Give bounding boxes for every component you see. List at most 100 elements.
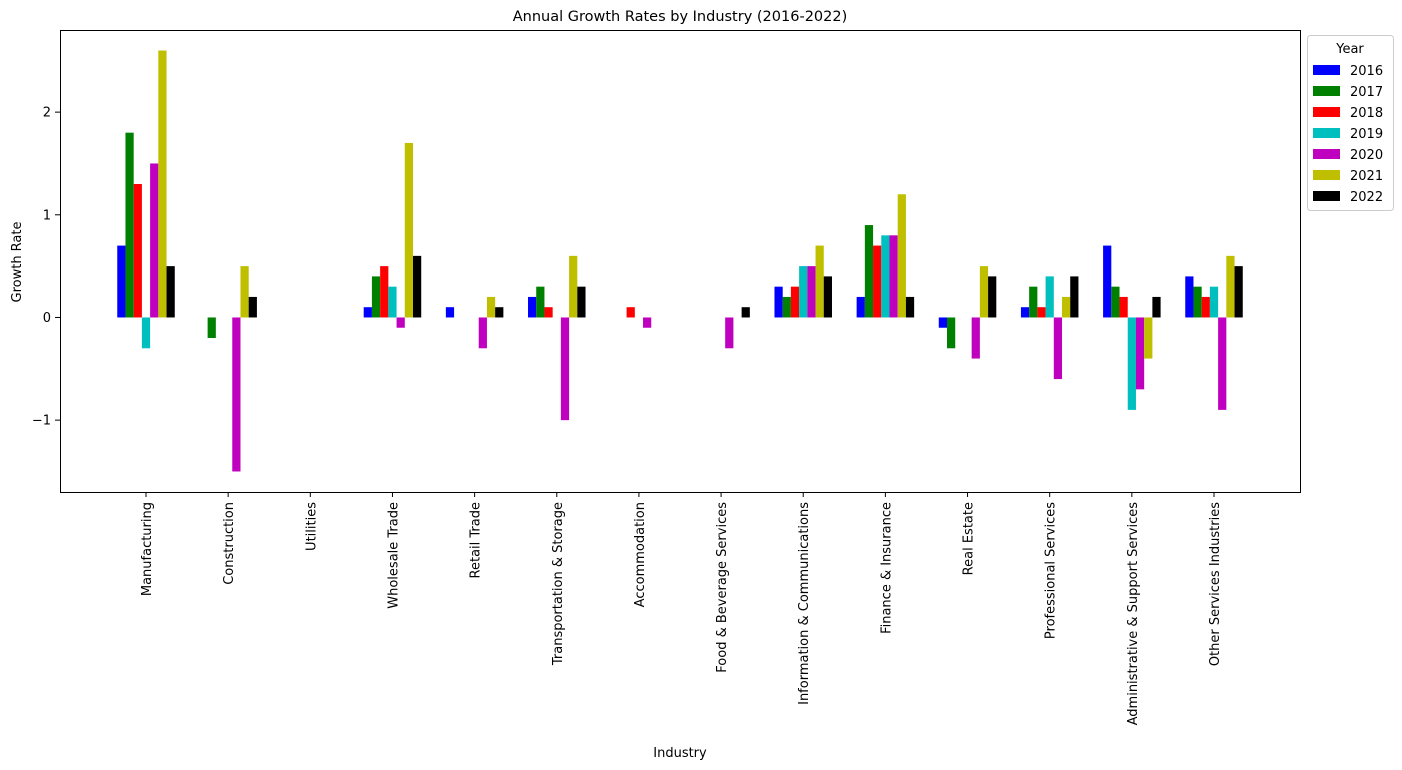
bars-group [117, 50, 1243, 472]
bar-2018-8 [790, 286, 800, 318]
bar-2016-3 [363, 307, 372, 318]
bar-2017-8 [782, 296, 791, 318]
y-tick-label: 0 [43, 311, 51, 326]
bar-2017-11 [1029, 286, 1038, 318]
bar-2016-8 [774, 286, 783, 318]
bar-2021-13 [1226, 255, 1235, 318]
bar-2017-10 [947, 317, 956, 349]
plot-frame [60, 30, 1301, 493]
bar-2021-1 [240, 266, 249, 318]
bar-2017-1 [207, 317, 216, 338]
bar-2022-0 [166, 266, 175, 318]
legend-swatch-2021 [1313, 170, 1340, 180]
y-tick-label: 2 [43, 106, 51, 121]
x-tick-label: Retail Trade [469, 502, 484, 578]
bar-2021-3 [404, 142, 413, 318]
legend-label-2020: 2020 [1350, 148, 1383, 163]
bar-2018-5 [544, 307, 553, 318]
bar-2018-12 [1119, 296, 1128, 318]
bar-2019-0 [141, 317, 151, 349]
bar-2020-0 [150, 163, 159, 318]
bar-2018-11 [1037, 307, 1046, 318]
bar-2022-5 [577, 286, 586, 318]
y-axis-label: Growth Rate [10, 222, 25, 303]
bar-2017-13 [1193, 286, 1202, 318]
bar-2022-4 [495, 307, 504, 318]
bar-2019-12 [1127, 317, 1136, 410]
legend-swatch-2017 [1313, 86, 1340, 96]
bar-2021-8 [815, 245, 824, 318]
bar-2020-12 [1135, 317, 1145, 390]
bar-2021-12 [1144, 317, 1153, 359]
bar-2019-3 [388, 286, 397, 318]
bar-2019-8 [799, 266, 808, 318]
bar-2020-1 [232, 317, 241, 472]
bar-2022-7 [741, 307, 750, 318]
bar-2022-13 [1234, 266, 1243, 318]
bar-2022-1 [248, 296, 257, 318]
bar-2017-3 [371, 276, 381, 318]
bar-2022-3 [413, 255, 422, 318]
x-tick-label: Finance & Insurance [879, 502, 894, 634]
bar-2016-12 [1103, 245, 1112, 318]
bar-2022-10 [988, 276, 997, 318]
bar-2022-8 [823, 276, 832, 318]
x-tick-label: Food & Beverage Services [715, 502, 730, 673]
legend-label-2017: 2017 [1350, 85, 1383, 100]
bar-2016-4 [445, 307, 455, 318]
bar-2020-6 [643, 317, 652, 328]
y-axis: −1 0 1 2 [32, 106, 60, 429]
x-tick-label: Professional Services [1044, 502, 1059, 639]
legend-swatch-2016 [1313, 65, 1340, 75]
legend-swatch-2022 [1313, 191, 1340, 201]
legend-label-2022: 2022 [1350, 190, 1383, 205]
bar-2021-9 [897, 194, 906, 318]
x-tick-label: Construction [222, 502, 237, 585]
bar-2021-5 [569, 255, 578, 318]
bar-2016-9 [856, 296, 865, 318]
bar-2016-13 [1185, 276, 1194, 318]
bar-2021-4 [486, 296, 496, 318]
legend-swatch-2018 [1313, 107, 1340, 117]
x-tick-label: Transportation & Storage [551, 502, 566, 666]
x-tick-label: Manufacturing [140, 502, 155, 596]
bar-2021-10 [979, 266, 989, 318]
bar-2016-10 [938, 317, 947, 328]
x-tick-label: Accommodation [633, 502, 648, 607]
bar-2021-0 [158, 50, 167, 318]
bar-2019-9 [881, 235, 890, 318]
legend-label-2016: 2016 [1350, 64, 1383, 79]
bar-2016-11 [1020, 307, 1030, 318]
bar-2019-11 [1045, 276, 1054, 318]
y-tick-label: −1 [32, 414, 51, 429]
x-tick-label: Real Estate [962, 502, 977, 575]
bar-2020-10 [971, 317, 980, 359]
bar-2017-5 [536, 286, 545, 318]
x-tick-label: Administrative & Support Services [1126, 502, 1141, 726]
bar-2021-11 [1062, 296, 1071, 318]
legend-swatch-2019 [1313, 128, 1340, 138]
bar-2018-13 [1201, 296, 1210, 318]
bar-2020-7 [725, 317, 734, 349]
legend-swatch-2020 [1313, 149, 1340, 159]
x-tick-label: Wholesale Trade [386, 502, 401, 609]
bar-2020-5 [560, 317, 570, 421]
bar-2020-3 [396, 317, 405, 328]
bar-2018-9 [873, 245, 882, 318]
bar-2018-6 [626, 307, 635, 318]
bar-2020-4 [478, 317, 487, 349]
legend-box [1307, 35, 1394, 211]
legend-label-2021: 2021 [1350, 169, 1383, 184]
bar-2020-11 [1053, 317, 1063, 380]
bar-2017-0 [125, 132, 134, 318]
x-tick-label: Other Services Industries [1208, 502, 1223, 666]
x-tick-label: Utilities [304, 502, 319, 551]
bar-2020-13 [1218, 317, 1227, 410]
legend-title: Year [1335, 42, 1364, 57]
legend-label-2019: 2019 [1350, 127, 1383, 142]
chart-title: Annual Growth Rates by Industry (2016-20… [513, 9, 848, 25]
bar-2017-12 [1111, 286, 1120, 318]
x-tick-label: Information & Communications [797, 502, 812, 705]
bar-2022-12 [1152, 296, 1161, 318]
